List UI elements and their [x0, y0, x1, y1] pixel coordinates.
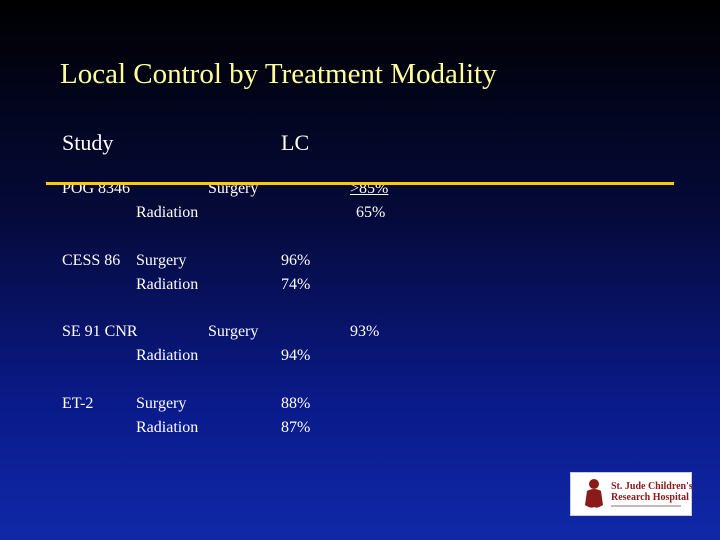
row-radiation-pog8346: Radiation — [136, 204, 199, 221]
row-study-cess86: CESS 86 — [62, 252, 121, 269]
logo-line-2: Research Hospital — [611, 492, 689, 503]
logo-tagline-bar — [611, 505, 681, 507]
row-surgery-se91cnr: Surgery — [208, 323, 259, 340]
row-lc-radiation-se91cnr: 94% — [281, 347, 311, 364]
row-surgery-et2: Surgery — [136, 395, 187, 412]
row-lc-radiation-et2: 87% — [281, 419, 311, 436]
row-lc-surgery-cess86: 96% — [281, 252, 311, 269]
row-lc-radiation-pog8346: 65% — [356, 204, 386, 221]
child-silhouette-icon — [585, 479, 603, 508]
slide-title: Local Control by Treatment Modality — [60, 58, 497, 90]
column-header-lc: LC — [281, 130, 310, 155]
row-study-et2: ET-2 — [62, 395, 94, 412]
row-radiation-se91cnr: Radiation — [136, 347, 199, 364]
column-header-study: Study — [62, 130, 114, 155]
hospital-logo: St. Jude Children's Research Hospital — [570, 472, 693, 516]
header-divider — [46, 182, 674, 185]
row-lc-surgery-et2: 88% — [281, 395, 311, 412]
row-lc-surgery-se91cnr: 93% — [350, 323, 380, 340]
logo-line-1: St. Jude Children's — [611, 481, 693, 492]
row-surgery-cess86: Surgery — [136, 252, 187, 269]
row-study-se91cnr: SE 91 CNR — [62, 323, 138, 340]
row-radiation-et2: Radiation — [136, 419, 199, 436]
row-radiation-cess86: Radiation — [136, 276, 199, 293]
row-lc-radiation-cess86: 74% — [281, 276, 311, 293]
